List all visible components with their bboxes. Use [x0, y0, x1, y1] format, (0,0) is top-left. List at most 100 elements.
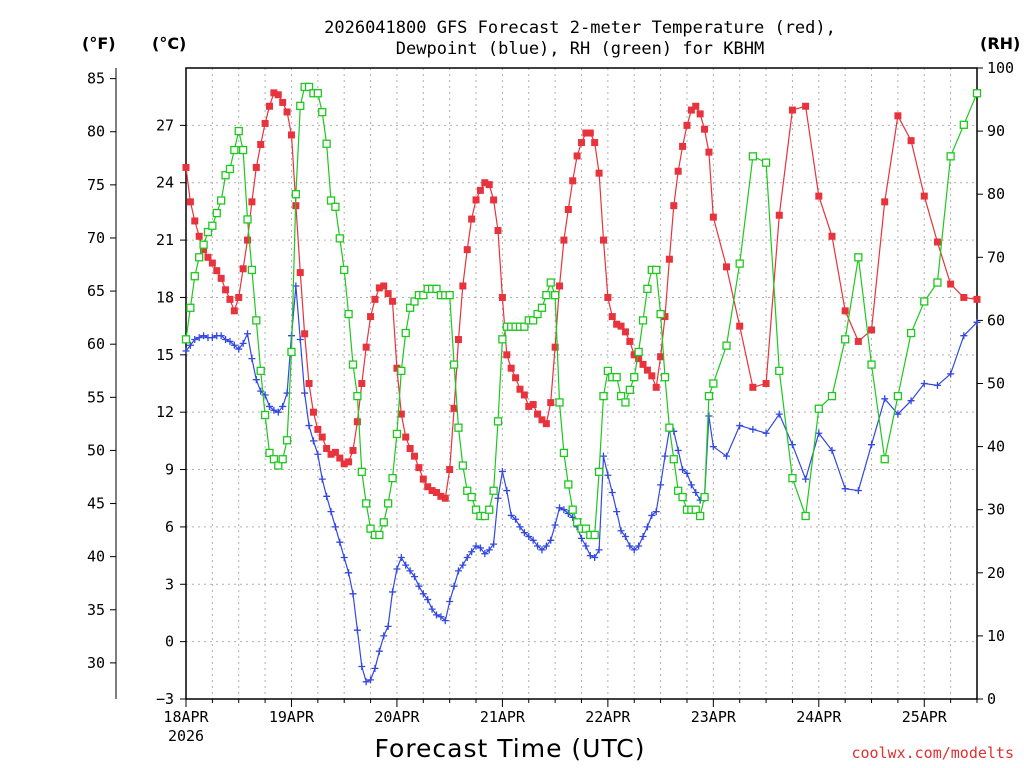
data-point-temperature [665, 255, 673, 263]
data-point-rh [775, 366, 784, 376]
data-point-temperature [208, 259, 216, 267]
data-point-temperature [657, 353, 665, 361]
data-point-temperature [494, 227, 502, 235]
data-point-dewpoint [186, 341, 194, 349]
data-point-dewpoint [314, 450, 322, 458]
tick-label-year: 2026 [168, 727, 204, 745]
tick-label-time: 25APR [902, 708, 948, 726]
data-point-dewpoint [406, 567, 414, 575]
data-point-temperature [841, 307, 849, 315]
data-point-temperature [973, 295, 981, 303]
data-point-dewpoint [200, 332, 208, 340]
data-point-temperature [775, 211, 783, 219]
data-point-rh [212, 208, 221, 218]
data-point-rh [278, 455, 287, 464]
data-point-temperature [402, 433, 410, 441]
unit-label-fahrenheit: (°F) [82, 34, 116, 53]
data-point-rh [252, 316, 261, 325]
data-point-dewpoint [516, 523, 524, 531]
data-point-rh [555, 398, 564, 407]
data-point-rh [230, 145, 239, 155]
data-point-temperature [652, 383, 660, 391]
tick-label-fahrenheit: 45 [87, 495, 105, 513]
tick-label-fahrenheit: 65 [87, 282, 105, 300]
credit-link[interactable]: coolwx.com/modelts [851, 744, 1014, 762]
data-point-dewpoint [226, 337, 234, 345]
data-point-temperature [463, 246, 471, 254]
data-point-dewpoint [279, 402, 287, 410]
data-point-temperature [578, 139, 585, 147]
data-point-temperature [595, 169, 603, 177]
data-point-rh [313, 89, 322, 98]
data-point-dewpoint [393, 565, 401, 573]
data-point-rh [489, 486, 498, 495]
tick-label-fahrenheit: 55 [87, 388, 105, 406]
data-point-temperature [476, 186, 484, 194]
tick-label-rh: 10 [987, 627, 1005, 645]
data-point-dewpoint [674, 446, 682, 454]
tick-label-celsius: 15 [156, 346, 174, 364]
data-point-dewpoint [635, 542, 643, 550]
data-point-rh [326, 196, 336, 205]
data-point-rh [274, 461, 283, 470]
data-point-rh [243, 215, 252, 224]
data-point-rh [537, 303, 547, 312]
data-point-rh [265, 448, 274, 458]
tick-label-fahrenheit: 50 [87, 441, 105, 459]
data-point-temperature [529, 401, 537, 409]
data-point-temperature [736, 322, 744, 330]
data-point-dewpoint [723, 452, 731, 460]
data-point-dewpoint [274, 408, 282, 416]
data-point-dewpoint [362, 678, 370, 686]
data-point-temperature [257, 140, 265, 148]
data-point-rh [181, 335, 191, 344]
data-point-rh [638, 316, 648, 325]
data-point-temperature [498, 293, 506, 301]
data-point-dewpoint [463, 554, 471, 562]
unit-label-rh: (RH) [980, 34, 1021, 53]
data-point-dewpoint [881, 395, 889, 403]
data-point-temperature [485, 181, 493, 189]
data-point-temperature [534, 410, 542, 418]
data-point-temperature [309, 408, 317, 416]
data-point-dewpoint [191, 336, 199, 344]
data-point-rh [722, 341, 731, 350]
data-point-dewpoint [454, 567, 462, 575]
data-point-dewpoint [309, 437, 317, 445]
data-point-temperature [907, 137, 915, 145]
data-point-rh [669, 455, 678, 464]
data-point-temperature [674, 167, 682, 175]
data-point-temperature [362, 343, 370, 351]
data-point-temperature [244, 236, 252, 244]
data-point-rh [260, 410, 270, 420]
data-point-rh [572, 518, 582, 527]
data-point-dewpoint [626, 542, 634, 550]
data-point-temperature [349, 446, 357, 454]
data-point-rh [814, 404, 823, 413]
data-point-rh [225, 164, 235, 174]
data-point-rh [199, 240, 208, 249]
data-point-temperature [424, 483, 432, 491]
data-point-dewpoint [639, 532, 647, 540]
data-point-temperature [670, 202, 678, 210]
data-point-dewpoint [485, 546, 493, 554]
data-point-dewpoint [788, 441, 796, 449]
tick-label-rh: 60 [987, 311, 1005, 329]
tick-label-celsius: 0 [165, 633, 174, 651]
data-point-dewpoint [441, 617, 449, 625]
tick-label-celsius: 24 [156, 174, 174, 192]
data-point-rh [335, 234, 344, 243]
data-point-temperature [358, 380, 366, 387]
data-point-dewpoint [591, 554, 599, 562]
data-point-dewpoint [534, 542, 542, 550]
data-point-temperature [547, 399, 555, 407]
data-point-dewpoint [709, 443, 717, 451]
data-point-temperature [608, 313, 616, 321]
data-point-temperature [868, 326, 876, 334]
data-point-temperature [261, 119, 269, 127]
data-point-temperature [230, 307, 238, 315]
data-point-rh [318, 108, 327, 117]
tick-label-rh: 30 [987, 501, 1005, 519]
data-point-dewpoint [868, 441, 876, 449]
data-point-rh [841, 335, 850, 344]
